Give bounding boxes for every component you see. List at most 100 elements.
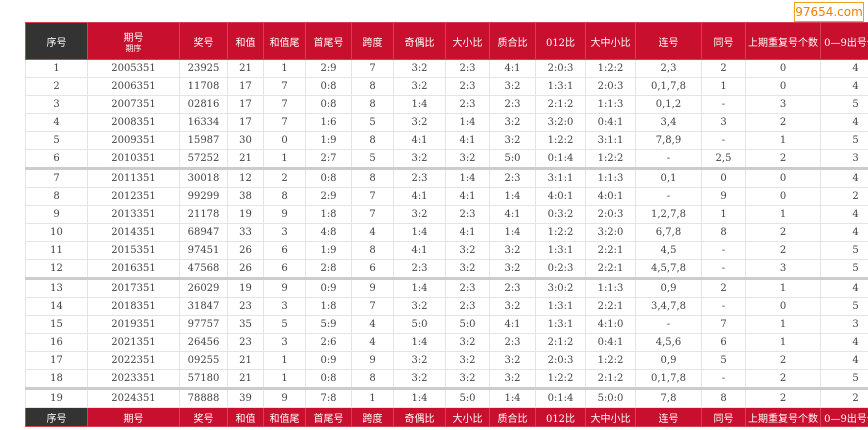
table-cell: 33 xyxy=(227,223,264,242)
table-cell: 15 xyxy=(25,315,88,334)
table-cell: - xyxy=(635,149,702,169)
table-cell: 6 xyxy=(701,333,746,352)
table-cell: 1:9 xyxy=(305,241,352,260)
table-cell: 3 xyxy=(263,297,306,316)
table-cell: 3:1:1 xyxy=(585,131,636,150)
footer-cell: 期号 xyxy=(87,407,180,427)
table-cell: 8 xyxy=(351,131,394,150)
header-cell: 012比 xyxy=(535,22,586,60)
table-cell: 2:3 xyxy=(445,77,490,96)
table-cell: 1,2,7,8 xyxy=(635,205,702,224)
header-label: 跨度 xyxy=(362,37,383,49)
table-cell: 1 xyxy=(25,59,88,78)
table-cell: 8 xyxy=(351,369,394,389)
table-cell: 4 xyxy=(351,333,394,352)
table-cell: 78888 xyxy=(179,387,228,408)
header-cell: 同号 xyxy=(701,22,746,60)
table-cell: 2:0:3 xyxy=(535,59,586,78)
table-cell: 0 xyxy=(745,297,821,316)
table-cell: 1:4 xyxy=(393,95,446,114)
table-cell: 2:8 xyxy=(305,259,352,279)
table-cell: 1 xyxy=(745,205,821,224)
header-label: 质合比 xyxy=(497,37,528,49)
table-cell: 2:9 xyxy=(305,187,352,206)
sort-label[interactable]: 期序 xyxy=(125,44,142,53)
table-cell: 2:3 xyxy=(489,167,536,188)
table-cell: 2008351 xyxy=(87,113,180,132)
header-cell[interactable]: 期号 期序 xyxy=(87,22,180,60)
footer-cell: 0—9出号个数 xyxy=(820,407,868,427)
header-label: 奇偶比 xyxy=(404,37,435,49)
table-cell: 3 xyxy=(263,223,306,242)
table-cell: 0:9 xyxy=(305,351,352,370)
table-cell: - xyxy=(701,369,746,389)
header-label: 和值 xyxy=(235,37,256,49)
table-cell: 2:2:1 xyxy=(585,259,636,279)
table-cell: 0:2:3 xyxy=(535,259,586,279)
table-cell: 0,1,2 xyxy=(635,95,702,114)
table-cell: 4 xyxy=(820,113,868,132)
table-cell: 4 xyxy=(820,277,868,298)
table-cell: 31847 xyxy=(179,297,228,316)
table-cell: 5:0 xyxy=(445,315,490,334)
table-cell: 2 xyxy=(263,167,306,188)
table-cell: 4 xyxy=(820,205,868,224)
table-cell: 4 xyxy=(820,333,868,352)
table-cell: 0 xyxy=(745,187,821,206)
table-row: 7 2011351 30018 12 2 0:8 8 2:3 1:4 2:3 3:1:1 1:1:3 0… xyxy=(25,167,868,188)
table-cell: 1 xyxy=(351,387,394,408)
table-cell: 2 xyxy=(745,387,821,408)
table-cell: 1 xyxy=(745,333,821,352)
footer-cell: 和值 xyxy=(227,407,264,427)
header-label: 0—9出号个数 xyxy=(824,37,868,49)
table-cell: 1:4 xyxy=(393,223,446,242)
header-label: 和值尾 xyxy=(269,37,300,49)
footer-cell: 质合比 xyxy=(489,407,536,427)
table-cell: 21 xyxy=(227,59,264,78)
table-cell: 2:6 xyxy=(305,333,352,352)
table-cell: 3:2 xyxy=(445,149,490,169)
table-cell: 7 xyxy=(263,95,306,114)
table-cell: 0:1:4 xyxy=(535,149,586,169)
table-cell: 1:3:1 xyxy=(535,315,586,334)
table-cell: 3 xyxy=(820,315,868,334)
table-cell: 2:0:3 xyxy=(535,351,586,370)
header-cell: 上期重复号个数 xyxy=(745,22,821,60)
header-cell: 序号 xyxy=(25,22,88,60)
table-cell: 2 xyxy=(745,223,821,242)
table-cell: 6 xyxy=(263,241,306,260)
table-cell: 39 xyxy=(227,387,264,408)
footer-cell: 012比 xyxy=(535,407,586,427)
table-cell: 15987 xyxy=(179,131,228,150)
table-cell: 4 xyxy=(820,351,868,370)
table-cell: 3:2 xyxy=(393,351,446,370)
table-cell: 4 xyxy=(820,167,868,188)
table-cell: 7 xyxy=(351,187,394,206)
table-cell: 2:2:1 xyxy=(585,241,636,260)
table-cell: 0 xyxy=(263,131,306,150)
header-label: 同号 xyxy=(713,37,734,49)
table-cell: 4 xyxy=(820,59,868,78)
table-cell: 2:3 xyxy=(445,205,490,224)
table-cell: 2:3 xyxy=(445,297,490,316)
table-cell: 3:2 xyxy=(489,77,536,96)
table-row: 11 2015351 97451 26 6 1:9 8 4:1 3:2 3:2 1:3:1 2:2:1… xyxy=(25,241,868,260)
table-cell: 2:1:2 xyxy=(585,369,636,389)
table-cell: 1 xyxy=(745,131,821,150)
table-cell: 57180 xyxy=(179,369,228,389)
table-cell: 8 xyxy=(351,77,394,96)
table-cell: - xyxy=(701,95,746,114)
table-cell: 5 xyxy=(820,259,868,279)
table-cell: 2,3 xyxy=(635,59,702,78)
table-cell: - xyxy=(635,315,702,334)
table-cell: 3,4 xyxy=(635,113,702,132)
table-cell: 3:2 xyxy=(393,149,446,169)
table-cell: 4:1:0 xyxy=(585,315,636,334)
header-label: 大小比 xyxy=(452,37,483,49)
table-cell: - xyxy=(701,259,746,279)
table-cell: 3:2 xyxy=(489,369,536,389)
table-cell: - xyxy=(701,131,746,150)
table-row: 18 2023351 57180 21 1 0:8 8 3:2 3:2 3:2 1:2:2 2:1:2… xyxy=(25,369,868,389)
table-cell: 12 xyxy=(227,167,264,188)
table-cell: 0,9 xyxy=(635,351,702,370)
